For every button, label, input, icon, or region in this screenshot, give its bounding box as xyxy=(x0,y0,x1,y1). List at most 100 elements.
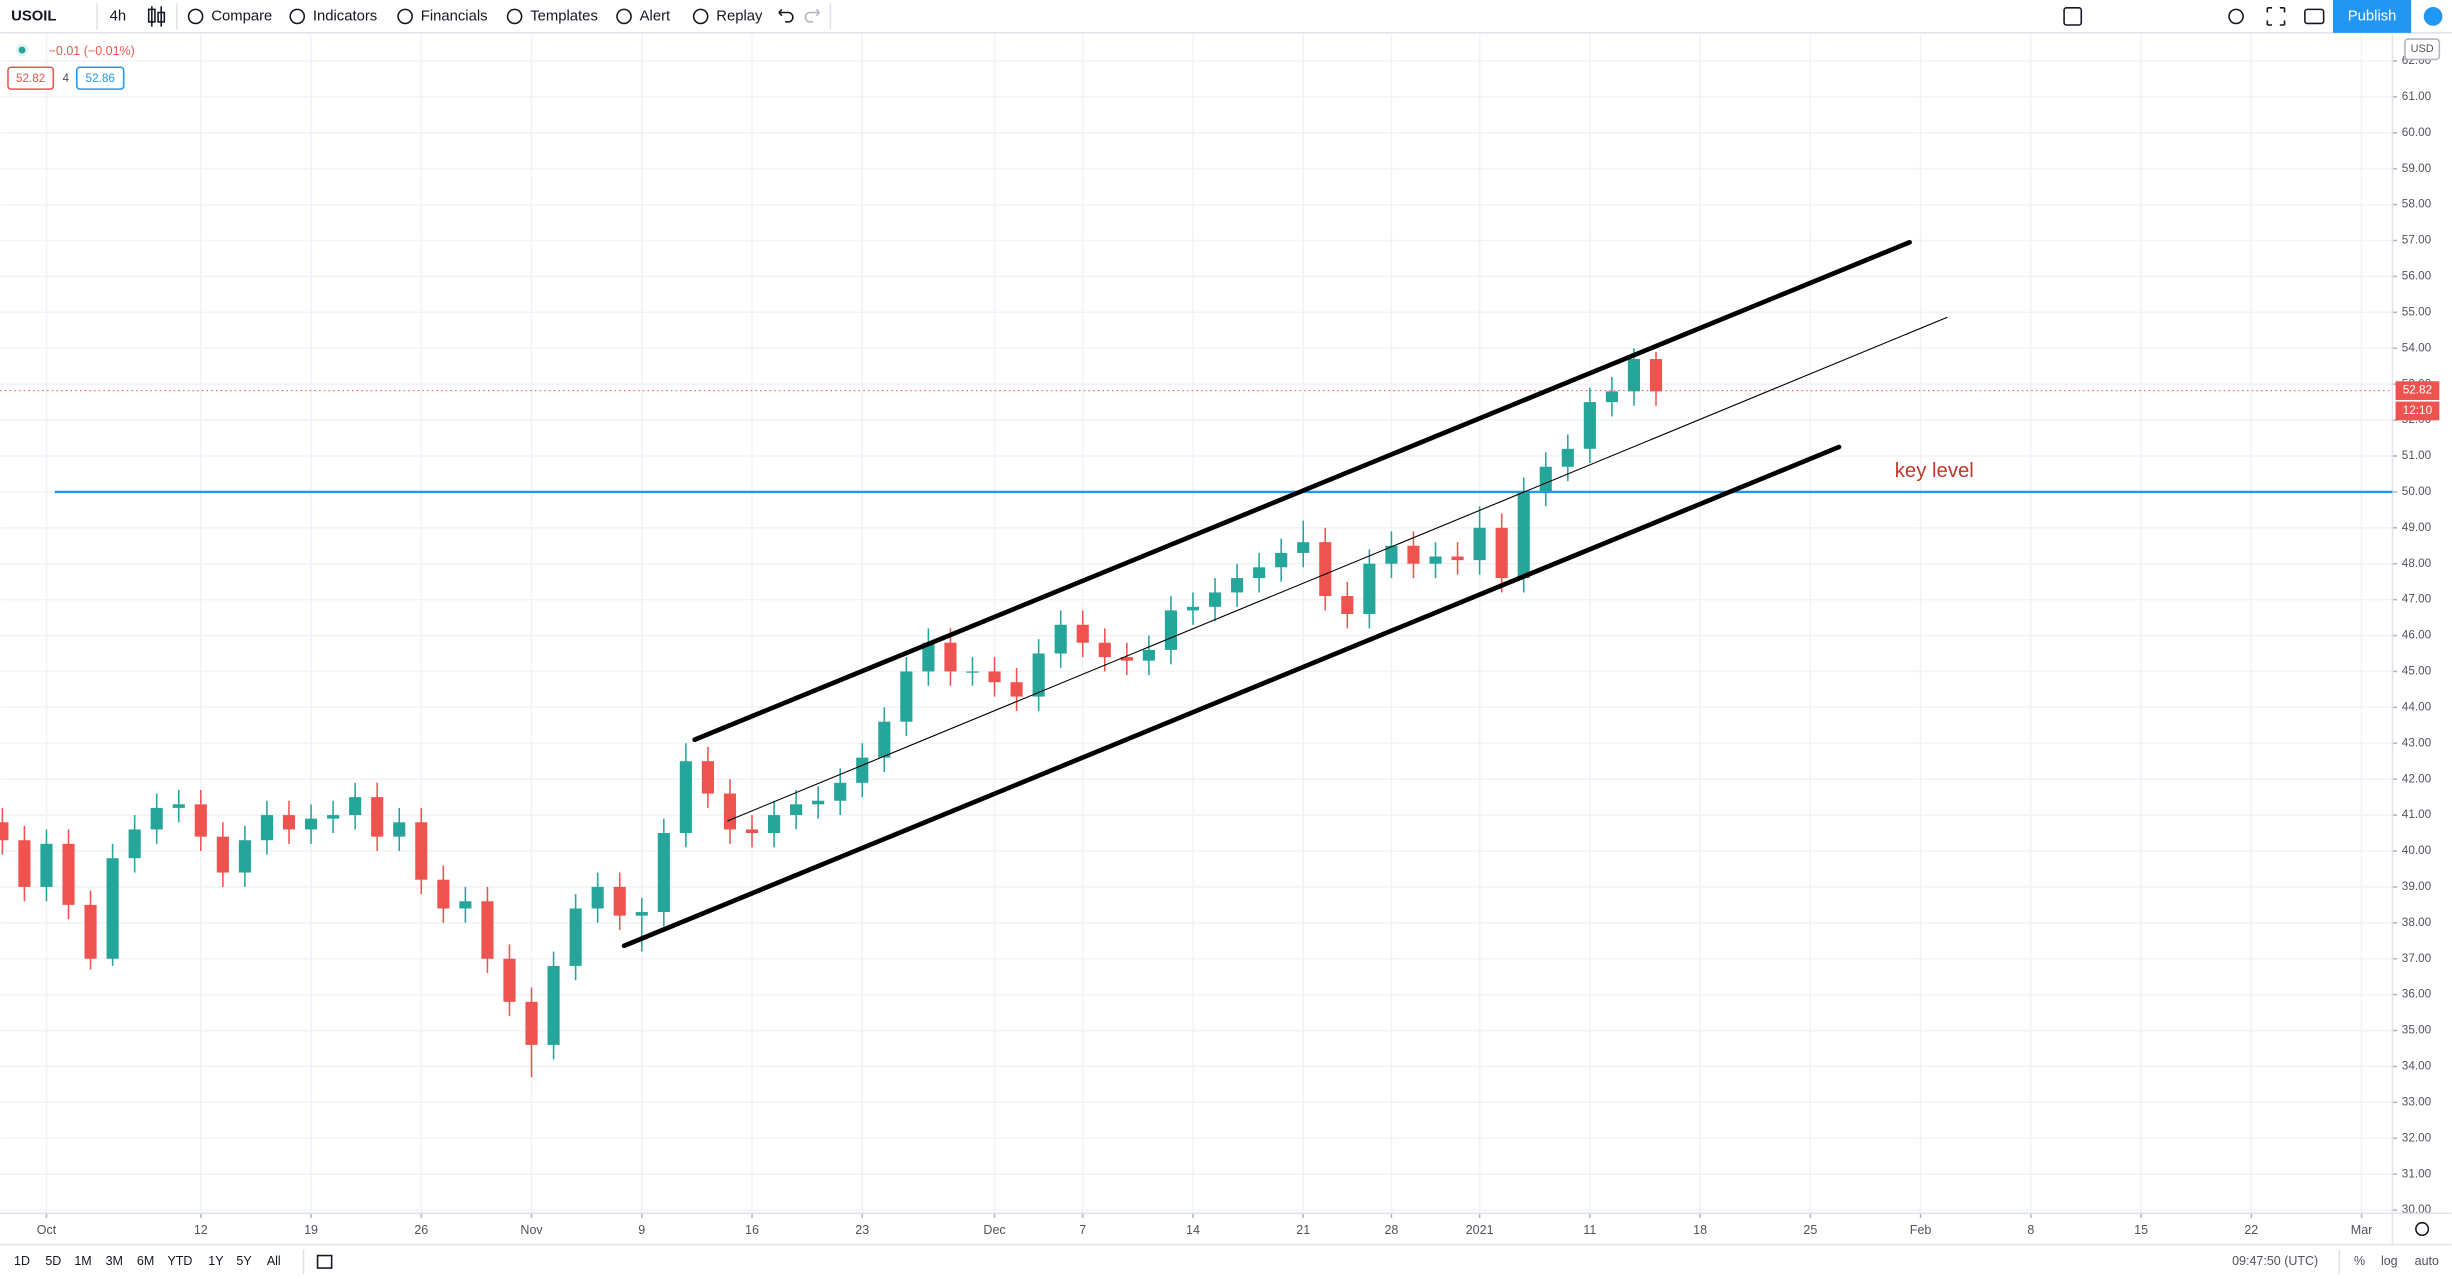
settings-icon[interactable] xyxy=(2228,8,2244,25)
range-button[interactable]: YTD xyxy=(167,1254,192,1268)
candle-body xyxy=(900,671,913,722)
candle-body xyxy=(613,886,626,916)
candle-body xyxy=(591,886,604,909)
toolbar-icon[interactable] xyxy=(289,8,306,25)
range-button[interactable]: All xyxy=(267,1254,281,1268)
candle-body xyxy=(393,822,406,837)
candle-body xyxy=(437,879,450,909)
candle-body xyxy=(1032,653,1045,697)
countdown-tag xyxy=(2395,401,2440,421)
fullscreen-icon[interactable] xyxy=(2266,7,2286,26)
candle-body xyxy=(216,836,229,873)
toolbar-button[interactable]: Replay xyxy=(716,8,763,24)
candle-body xyxy=(1627,359,1641,392)
toolbar-icon[interactable] xyxy=(692,8,709,25)
range-button[interactable]: 3M xyxy=(106,1254,123,1268)
y-tick-label: 49.00 xyxy=(2402,521,2432,534)
candle-body xyxy=(282,815,296,830)
toolbar-button[interactable]: Indicators xyxy=(313,8,377,24)
chart-style-icon[interactable] xyxy=(147,6,166,27)
toolbar-icon[interactable] xyxy=(506,8,523,25)
candle-body xyxy=(812,800,825,805)
candle-body xyxy=(1539,466,1552,492)
candle-body xyxy=(1054,624,1067,654)
candle-body xyxy=(547,965,560,1045)
toolbar-icon[interactable] xyxy=(397,8,413,25)
bid-box[interactable] xyxy=(7,66,55,90)
y-tick-label: 46.00 xyxy=(2402,629,2432,642)
x-tick-label: 2021 xyxy=(1466,1223,1494,1237)
candle-body xyxy=(415,822,428,880)
layout-icon[interactable] xyxy=(2063,7,2083,26)
x-tick-label: 7 xyxy=(1079,1223,1086,1237)
x-tick-label: Dec xyxy=(983,1223,1005,1237)
candle-body xyxy=(150,807,163,830)
status-dot xyxy=(18,46,26,54)
y-tick-label: 30.00 xyxy=(2402,1203,2432,1216)
candle-body xyxy=(1208,592,1222,607)
range-button[interactable]: 1D xyxy=(14,1254,30,1268)
undo-icon[interactable] xyxy=(778,8,794,23)
toolbar-button[interactable]: Templates xyxy=(530,8,598,24)
ask-box[interactable] xyxy=(75,66,125,90)
play-icon[interactable] xyxy=(2423,7,2443,26)
x-tick-label: Feb xyxy=(1910,1223,1932,1237)
axis-settings-icon[interactable] xyxy=(2415,1221,2430,1237)
trend-line xyxy=(621,444,1842,949)
candle-body xyxy=(723,793,737,830)
x-tick-label: 12 xyxy=(194,1223,208,1237)
candle-body xyxy=(481,901,494,959)
spread: 4 xyxy=(63,72,70,85)
candle-body xyxy=(84,904,97,959)
interval[interactable]: 4h xyxy=(110,8,127,24)
redo-icon[interactable] xyxy=(804,8,821,23)
log-toggle[interactable]: log xyxy=(2381,1254,2398,1268)
publish-label[interactable]: Publish xyxy=(2348,8,2397,24)
y-tick-label: 43.00 xyxy=(2402,736,2432,749)
y-tick-label: 47.00 xyxy=(2402,593,2432,606)
candle-body xyxy=(1473,527,1486,561)
candle-body xyxy=(878,721,891,758)
last-price-tag xyxy=(2395,381,2440,401)
toolbar-button[interactable]: Compare xyxy=(211,8,272,24)
range-button[interactable]: 5D xyxy=(45,1254,61,1268)
x-tick-label: 23 xyxy=(855,1223,869,1237)
x-tick-label: Oct xyxy=(37,1223,57,1237)
candle-body xyxy=(1495,527,1508,579)
toolbar-icon[interactable] xyxy=(616,8,632,25)
y-tick-label: 33.00 xyxy=(2402,1095,2432,1108)
range-button[interactable]: 1Y xyxy=(208,1254,224,1268)
trend-line xyxy=(692,239,1912,743)
x-tick-label: 25 xyxy=(1803,1223,1817,1237)
y-tick-label: 48.00 xyxy=(2402,557,2432,570)
toolbar-button[interactable]: Alert xyxy=(640,8,671,24)
range-button[interactable]: 6M xyxy=(137,1254,154,1268)
publish-button[interactable] xyxy=(2333,0,2412,33)
candle-body xyxy=(1363,563,1376,614)
toolbar-icon[interactable] xyxy=(187,8,204,25)
candle-body xyxy=(1341,596,1354,614)
x-tick-label: Nov xyxy=(520,1223,543,1237)
y-tick-label: 42.00 xyxy=(2402,772,2432,785)
candle-body xyxy=(856,757,869,783)
candle-body xyxy=(1275,552,1288,568)
candle-body xyxy=(657,833,670,913)
snapshot-icon[interactable] xyxy=(2304,8,2325,25)
range-button[interactable]: 5Y xyxy=(236,1254,252,1268)
ask-price[interactable]: 52.86 xyxy=(86,72,115,85)
y-tick-label: 37.00 xyxy=(2402,952,2432,965)
toolbar-button[interactable]: Financials xyxy=(421,8,488,24)
candle-body xyxy=(371,797,384,837)
auto-toggle[interactable]: auto xyxy=(2415,1254,2439,1268)
candle-body xyxy=(701,761,714,794)
percent-toggle[interactable]: % xyxy=(2354,1254,2365,1268)
x-tick-label: 9 xyxy=(638,1223,645,1237)
range-button[interactable]: 1M xyxy=(74,1254,91,1268)
date-range-icon[interactable] xyxy=(316,1254,333,1269)
symbol[interactable]: USOIL xyxy=(11,8,56,24)
candle-body xyxy=(1605,391,1618,403)
candle-body xyxy=(635,912,648,916)
bid-price[interactable]: 52.82 xyxy=(16,72,45,85)
candle-body xyxy=(1098,642,1111,658)
